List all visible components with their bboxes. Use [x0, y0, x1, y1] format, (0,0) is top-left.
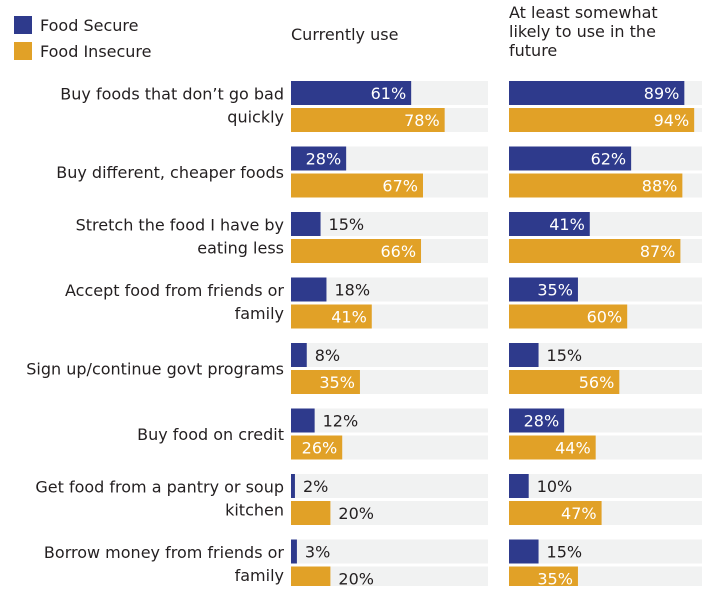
bar-track-1-7-0 [509, 539, 702, 564]
data-label-0-6-1: 20% [338, 504, 374, 523]
bar-track-0-7-1 [291, 566, 488, 590]
data-label-1-1-0: 62% [591, 150, 627, 169]
panel-title-1: At least somewhat likely to use in the fut… [509, 3, 658, 60]
bar-1-7-0 [509, 539, 539, 564]
bar-1-3-0 [509, 277, 578, 302]
bar-1-4-0 [509, 343, 539, 367]
bar-1-6-0 [509, 474, 529, 498]
bar-0-1-1 [291, 173, 423, 198]
category-label-5: Buy food on credit [137, 425, 284, 444]
data-label-0-2-1: 66% [380, 242, 416, 261]
legend-swatch-0 [14, 16, 32, 34]
legend-label-0: Food Secure [40, 16, 138, 35]
data-label-1-1-1: 88% [642, 177, 678, 196]
data-label-0-4-1: 35% [319, 373, 355, 392]
category-label-7: Borrow money from friends or family [44, 543, 284, 585]
data-label-1-5-0: 28% [524, 412, 560, 431]
category-label-6: Get food from a pantry or soup kitchen [35, 478, 284, 520]
bar-1-2-1 [509, 239, 681, 263]
bar-1-1-0 [509, 146, 632, 171]
bar-1-7-1 [509, 566, 578, 590]
bar-0-1-0 [291, 146, 347, 171]
data-label-0-7-1: 20% [338, 570, 374, 587]
bar-0-7-0 [291, 539, 297, 564]
panel-title-0: Currently use [291, 25, 398, 44]
bar-0-7-1 [291, 566, 331, 590]
category-label-0: Buy foods that don’t go bad quickly [60, 85, 284, 127]
data-label-1-6-1: 47% [561, 504, 597, 523]
bar-0-3-0 [291, 277, 327, 302]
bar-0-4-1 [291, 370, 360, 394]
bar-1-4-1 [509, 370, 620, 394]
data-label-0-1-1: 67% [382, 177, 418, 196]
bar-0-6-1 [291, 501, 331, 525]
category-label-2: Stretch the food I have by eating less [76, 216, 284, 258]
data-label-1-0-1: 94% [654, 111, 690, 130]
bar-0-4-0 [291, 343, 307, 367]
data-label-0-0-0: 61% [371, 84, 407, 103]
bar-1-5-1 [509, 435, 596, 460]
bar-track-1-4-0 [509, 343, 702, 367]
bar-0-0-0 [291, 81, 412, 105]
data-label-0-6-0: 2% [303, 477, 328, 496]
data-label-0-4-0: 8% [315, 346, 340, 365]
bar-track-0-4-0 [291, 343, 488, 367]
data-label-1-4-0: 15% [547, 346, 583, 365]
bar-0-3-1 [291, 304, 372, 329]
bar-track-1-6-0 [509, 474, 702, 498]
data-label-1-7-1: 35% [537, 570, 573, 587]
data-label-1-4-1: 56% [579, 373, 615, 392]
data-label-0-3-0: 18% [334, 281, 370, 300]
bar-1-0-1 [509, 108, 695, 132]
data-label-1-2-0: 41% [549, 215, 585, 234]
bar-1-3-1 [509, 304, 628, 329]
bar-1-2-0 [509, 212, 590, 236]
data-label-0-1-0: 28% [306, 150, 342, 169]
bar-0-2-0 [291, 212, 321, 236]
bar-1-1-1 [509, 173, 683, 198]
bar-track-0-5-0 [291, 408, 488, 433]
data-label-1-2-1: 87% [640, 242, 676, 261]
bar-0-5-0 [291, 408, 315, 433]
category-label-4: Sign up/continue govt programs [26, 360, 284, 379]
bar-1-5-0 [509, 408, 565, 433]
data-label-1-5-1: 44% [555, 439, 591, 458]
data-label-0-7-0: 3% [305, 543, 330, 562]
category-label-1: Buy different, cheaper foods [56, 163, 284, 182]
legend-label-1: Food Insecure [40, 42, 152, 61]
data-label-1-0-0: 89% [644, 84, 680, 103]
data-label-0-5-1: 26% [302, 439, 338, 458]
data-label-1-3-1: 60% [587, 308, 623, 327]
bar-0-6-0 [291, 474, 295, 498]
data-label-0-0-1: 78% [404, 111, 440, 130]
bar-track-0-2-0 [291, 212, 488, 236]
data-label-0-5-0: 12% [323, 412, 359, 431]
bar-0-2-1 [291, 239, 422, 263]
bar-0-0-1 [291, 108, 445, 132]
legend-swatch-1 [14, 42, 32, 60]
bar-1-6-1 [509, 501, 602, 525]
bar-0-5-1 [291, 435, 343, 460]
category-label-3: Accept food from friends or family [65, 281, 284, 323]
data-label-0-2-0: 15% [329, 215, 365, 234]
data-label-1-3-0: 35% [537, 281, 573, 300]
bar-track-0-7-0 [291, 539, 488, 564]
bar-1-0-0 [509, 81, 685, 105]
bar-track-0-6-0 [291, 474, 488, 498]
data-label-0-3-1: 41% [331, 308, 367, 327]
data-label-1-7-0: 15% [547, 543, 583, 562]
data-label-1-6-0: 10% [537, 477, 573, 496]
